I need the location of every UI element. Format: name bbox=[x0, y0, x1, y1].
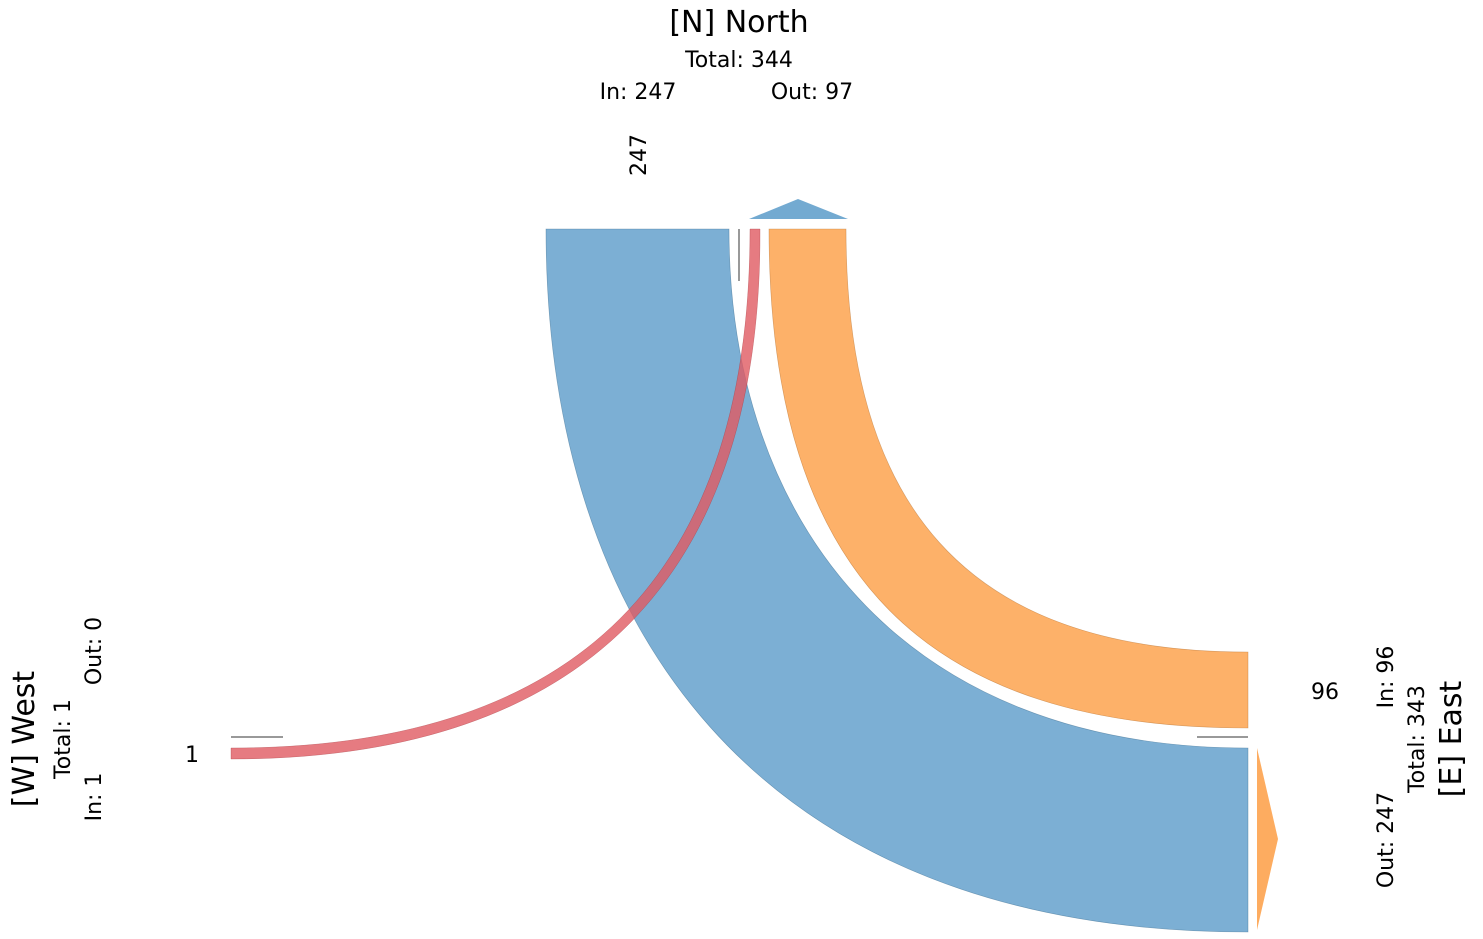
west-in: In: 1 bbox=[82, 773, 107, 822]
flow-north-to-east bbox=[545, 228, 1249, 933]
north-in: In: 247 bbox=[600, 80, 677, 105]
east-out-arrow bbox=[1257, 748, 1278, 930]
west-out: Out: 0 bbox=[82, 617, 107, 685]
east-in: In: 96 bbox=[1374, 646, 1399, 709]
east-out: Out: 247 bbox=[1374, 792, 1399, 888]
north-out: Out: 97 bbox=[771, 80, 853, 105]
west-total: Total: 1 bbox=[51, 699, 76, 780]
west-title: [W] West bbox=[7, 671, 42, 808]
north-title: [N] North bbox=[669, 5, 808, 40]
west-flow-value: 1 bbox=[185, 743, 199, 768]
flow-east-to-north bbox=[768, 228, 1249, 729]
flow-west-to-north bbox=[230, 228, 761, 760]
north-total: Total: 344 bbox=[684, 48, 793, 73]
north-out-arrow bbox=[749, 199, 848, 219]
east-flow-value: 96 bbox=[1311, 680, 1339, 705]
east-total: Total: 343 bbox=[1405, 685, 1430, 794]
north-flow-value: 247 bbox=[627, 134, 652, 176]
east-title: [E] East bbox=[1434, 680, 1469, 797]
